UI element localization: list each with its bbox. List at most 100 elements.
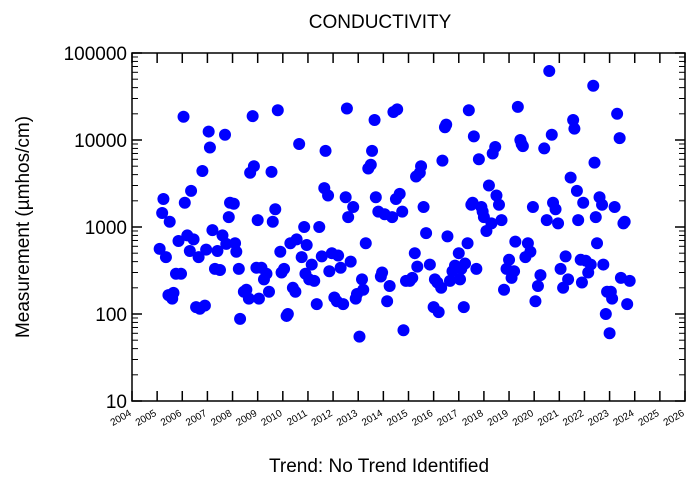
data-point [524,245,537,258]
data-point [211,244,224,257]
data-point [334,261,347,274]
data-point [271,104,284,117]
data-point [498,283,511,296]
data-point [234,312,247,325]
x-tick-label: 2018 [461,408,486,429]
data-point [613,132,626,145]
data-point [196,165,209,178]
data-point [408,247,421,260]
data-point [489,141,502,154]
data-point [185,184,198,197]
data-point [608,200,621,213]
y-tick-label: 1000 [85,218,127,239]
data-point [534,269,547,282]
data-point [300,239,313,252]
data-point [584,258,597,271]
data-point [332,249,345,262]
data-point [315,250,328,263]
data-point [397,324,410,337]
data-point [202,125,215,138]
x-tick-label: 2017 [436,408,461,429]
x-tick-label: 2014 [360,408,385,429]
data-point [172,235,185,248]
y-tick-label: 100 [95,305,127,326]
data-point [167,286,180,299]
data-point [252,292,265,305]
data-point [323,265,336,278]
data-point [564,171,577,184]
data-point [322,189,335,202]
data-point [452,247,465,260]
data-point [159,251,172,264]
data-point [596,198,609,211]
data-point [281,308,294,320]
data-point [364,158,377,171]
data-point [274,245,287,258]
data-point [436,154,449,167]
data-point [606,292,619,305]
data-point [391,103,404,116]
data-point [219,128,232,141]
data-point [187,233,200,246]
x-tick-label: 2005 [134,408,159,429]
data-point [222,211,235,224]
data-point [298,221,311,233]
data-point [406,271,419,284]
x-tick-label: 2020 [511,408,536,429]
data-point [543,65,556,78]
x-axis-label: Trend: No Trend Identified [269,456,489,477]
data-point [260,267,273,280]
data-point [266,215,279,228]
data-point [163,215,176,228]
data-point [198,299,211,312]
data-point [381,295,394,308]
data-point [340,102,353,115]
data-point [383,279,396,292]
data-point [305,258,318,271]
data-point [575,276,588,289]
data-point [459,257,472,270]
data-point [355,273,368,286]
x-tick-label: 2015 [385,408,410,429]
data-point [417,200,430,213]
data-point [265,165,278,178]
data-point [472,153,485,166]
data-point [220,237,233,250]
data-point [621,298,634,311]
data-point [157,192,170,205]
data-point [545,128,558,141]
data-point [203,141,216,154]
data-point [232,262,245,275]
data-point [310,298,323,311]
data-point [357,283,370,296]
data-point [591,237,604,250]
data-point [461,237,474,250]
x-tick-label: 2009 [234,408,259,429]
data-point [570,184,583,197]
x-tick-label: 2012 [310,408,335,429]
data-point [200,243,213,256]
data-point [342,211,355,224]
data-point [440,118,453,131]
data-point [242,292,255,305]
data-point [246,110,259,123]
data-point [290,233,303,246]
y-tick-label: 10 [106,392,127,413]
x-tick-label: 2013 [335,408,360,429]
y-tick-label: 100000 [64,44,127,65]
data-point [420,227,433,240]
data-point [588,156,601,169]
data-point [289,285,302,298]
data-point [230,245,243,258]
data-point [454,273,467,286]
data-point [262,285,275,298]
data-point [618,215,631,228]
data-point [490,189,503,202]
data-point [295,251,308,264]
x-tick-label: 2006 [159,408,184,429]
x-tick-label: 2008 [209,408,234,429]
data-point [467,130,480,143]
data-point [503,253,516,266]
data-point [213,264,226,277]
data-point [509,235,522,248]
